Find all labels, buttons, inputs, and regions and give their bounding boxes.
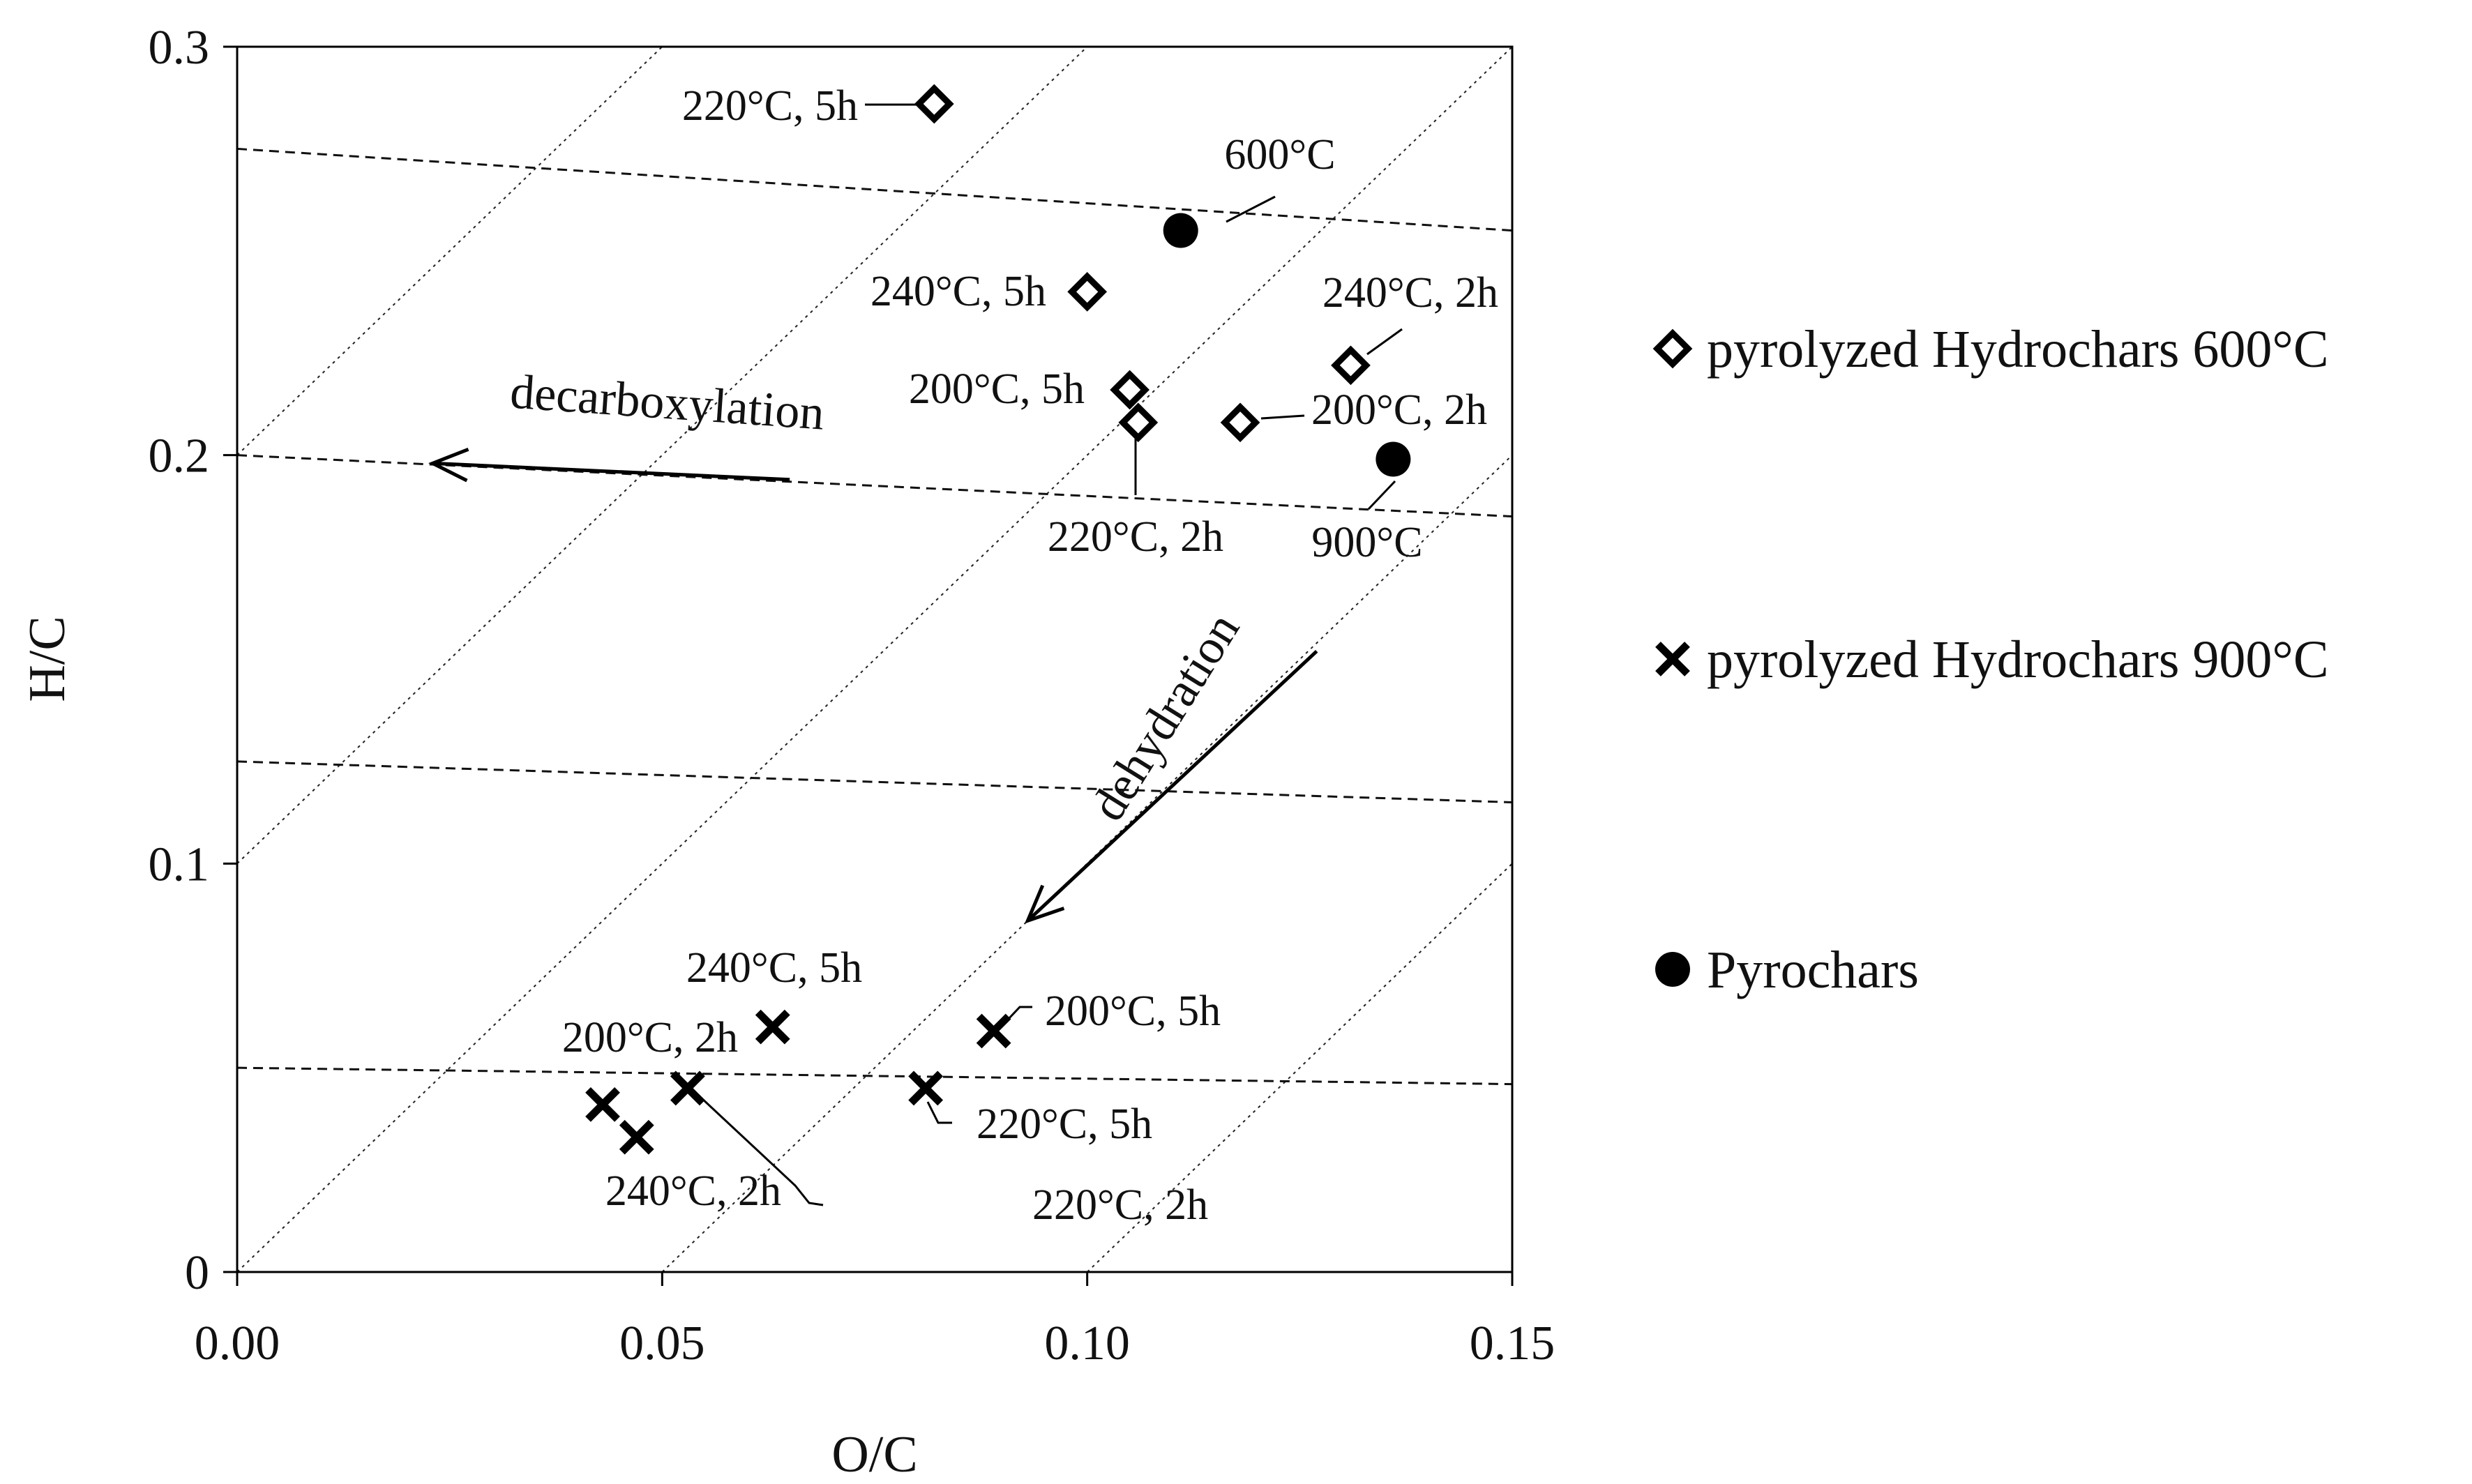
legend-x-icon (1655, 642, 1690, 676)
point-label: 200°C, 2h (562, 1014, 738, 1061)
point-label: 200°C, 5h (909, 365, 1085, 413)
dashed-reference-line (236, 147, 1513, 232)
label-leader-line (1260, 414, 1305, 420)
point-labels: 220°C, 5h 240°C, 5h 200°C, 5h 220°C, 2h 200°… (562, 82, 1498, 1229)
y-tick-label: 0 (185, 1246, 209, 1300)
x-axis-title: O/C (831, 1426, 917, 1483)
label-leader-line (1007, 1006, 1032, 1021)
x-marker (619, 1119, 654, 1155)
dashed-reference-line (236, 760, 1513, 803)
x-tick-label: 0.05 (619, 1317, 705, 1370)
dashed-reference-line (236, 454, 1513, 518)
dotted-reference-line (661, 454, 1513, 1273)
legend-diamond-icon (1652, 328, 1693, 369)
annotation-arrow-head (1024, 884, 1065, 924)
circle-marker (1163, 213, 1198, 248)
label-leader-line (1367, 480, 1396, 510)
x-marker (908, 1070, 944, 1106)
data-points (585, 84, 1411, 1155)
legend-entry-label: Pyrochars (1707, 941, 1919, 999)
x-marker (976, 1013, 1011, 1049)
point-label: 200°C, 5h (1045, 987, 1221, 1035)
dotted-reference-line (236, 46, 1513, 1273)
reference-lines (236, 46, 1513, 1273)
diamond-marker (1331, 345, 1371, 386)
diamond-marker (1067, 272, 1108, 312)
dotted-reference-line (236, 46, 1088, 865)
y-tick-label: 0.1 (149, 838, 210, 891)
x-marker (670, 1070, 705, 1106)
y-tick-label: 0.2 (149, 430, 210, 483)
dashed-reference-line (236, 1066, 1513, 1086)
point-label: 600°C (1224, 131, 1335, 179)
annotation-decarboxylation: decarboxylation (508, 365, 826, 440)
point-label: 900°C (1311, 519, 1422, 566)
label-leader-line (1226, 195, 1276, 223)
label-leader-line (689, 1086, 824, 1206)
point-label: 220°C, 5h (977, 1100, 1152, 1148)
legend-entry-label: pyrolyzed Hydrochars 900°C (1707, 630, 2329, 689)
point-label: 220°C, 5h (682, 82, 858, 130)
diamond-marker (1220, 402, 1260, 443)
point-label: 220°C, 2h (1048, 513, 1223, 561)
label-leader-line (1366, 328, 1403, 356)
legend-entry-label: pyrolyzed Hydrochars 600°C (1707, 320, 2329, 379)
diamond-marker (1110, 370, 1150, 410)
dotted-reference-line (1086, 863, 1513, 1273)
dotted-reference-line (236, 46, 663, 456)
axes (236, 45, 1514, 1273)
annotation-arrow-shaft (1026, 649, 1318, 923)
diamond-marker (1118, 402, 1159, 443)
plot-area-frame (236, 45, 1514, 1273)
point-label: 240°C, 2h (605, 1167, 781, 1215)
y-axis-title: H/C (19, 616, 76, 702)
annotations: decarboxylation dehydration (428, 365, 1318, 924)
point-label: 240°C, 2h (1322, 269, 1498, 317)
diamond-marker (914, 84, 954, 124)
legend-circle-icon (1655, 952, 1690, 987)
annotation-dehydration: dehydration (1081, 604, 1250, 830)
x-tick-label: 0.00 (195, 1317, 280, 1370)
legend: pyrolyzed Hydrochars 600°C pyrolyzed Hydr… (1652, 320, 2329, 999)
annotation-arrow-head (428, 447, 469, 483)
point-label: 200°C, 2h (1311, 386, 1487, 434)
x-tick-label: 0.15 (1470, 1317, 1555, 1370)
point-label: 240°C, 5h (871, 268, 1046, 315)
point-label: 240°C, 5h (686, 944, 862, 992)
circle-marker (1376, 441, 1411, 477)
x-tick-label: 0.10 (1044, 1317, 1130, 1370)
annotation-arrow-shaft (432, 461, 790, 482)
x-marker (585, 1086, 620, 1122)
tick-labels: 0 0.1 0.2 0.3 0.00 0.05 0.10 0.15 (149, 21, 1555, 1370)
label-leader-lines (689, 103, 1403, 1206)
point-label: 220°C, 2h (1032, 1181, 1208, 1229)
y-tick-label: 0.3 (149, 21, 210, 75)
label-leader-line (926, 1101, 952, 1124)
x-marker (755, 1009, 790, 1045)
